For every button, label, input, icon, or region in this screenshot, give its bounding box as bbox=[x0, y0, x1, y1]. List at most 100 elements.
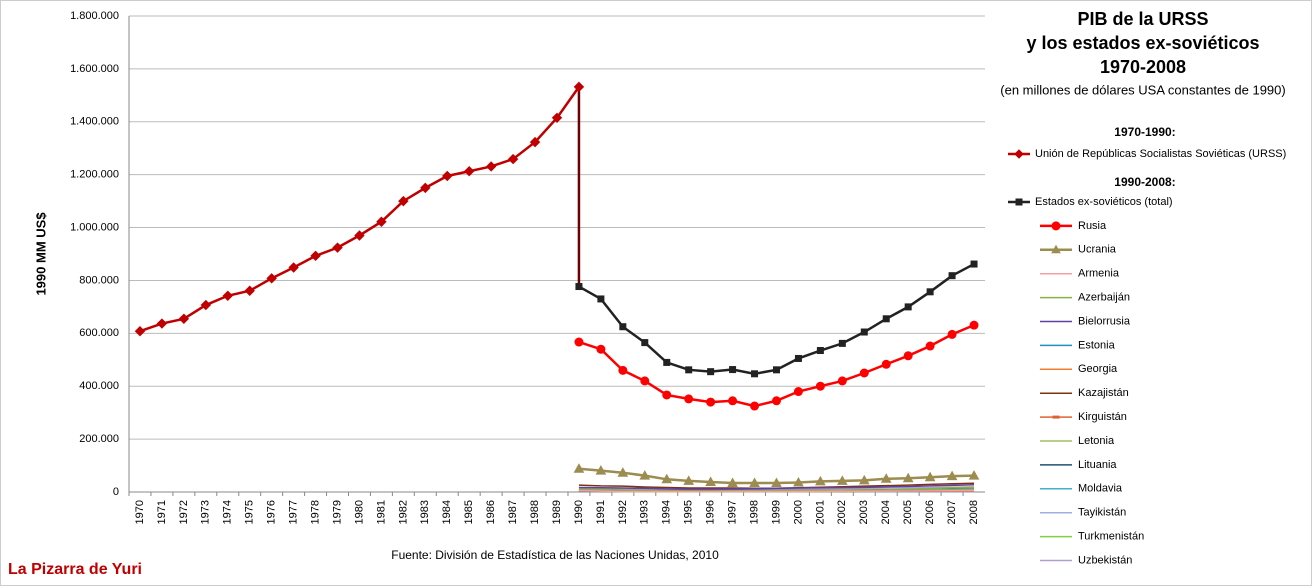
point bbox=[200, 299, 212, 311]
y-tick-label: 400.000 bbox=[79, 380, 119, 392]
x-tick-label: 1994 bbox=[661, 500, 673, 524]
point bbox=[904, 303, 912, 311]
point bbox=[794, 354, 802, 362]
legend-header: 1970-1990: bbox=[1114, 125, 1175, 139]
x-tick-label: 1982 bbox=[397, 500, 409, 524]
brand: La Pizarra de Yuri bbox=[8, 561, 142, 578]
point bbox=[815, 475, 826, 486]
point bbox=[618, 365, 628, 375]
point bbox=[903, 351, 913, 361]
legend-label: Armenia bbox=[1078, 268, 1120, 280]
legend-marker bbox=[1051, 244, 1061, 254]
x-tick-label: 1991 bbox=[595, 500, 607, 524]
x-tick-label: 2008 bbox=[968, 500, 980, 524]
point bbox=[771, 396, 781, 406]
x-tick-label: 1986 bbox=[485, 500, 497, 524]
y-tick-label: 800.000 bbox=[79, 274, 119, 286]
point bbox=[836, 475, 848, 485]
point bbox=[222, 290, 233, 301]
legend-label: Kirguistán bbox=[1078, 411, 1127, 423]
x-tick-label: 1971 bbox=[156, 500, 168, 524]
point bbox=[705, 476, 716, 486]
legend-label: Kazajistán bbox=[1078, 387, 1129, 399]
x-tick-label: 1985 bbox=[463, 500, 475, 524]
x-tick-label: 1981 bbox=[375, 500, 387, 524]
chart-title: y los estados ex-soviéticos bbox=[1026, 33, 1259, 53]
x-tick-label: 1987 bbox=[507, 500, 519, 524]
point bbox=[948, 272, 956, 280]
point bbox=[880, 473, 892, 483]
x-tick-label: 1976 bbox=[266, 500, 278, 524]
x-tick-label: 2003 bbox=[858, 500, 870, 524]
point bbox=[772, 366, 780, 374]
point bbox=[574, 337, 584, 347]
point bbox=[134, 326, 146, 337]
point bbox=[595, 465, 607, 475]
point bbox=[706, 397, 716, 407]
point bbox=[750, 401, 760, 411]
point bbox=[663, 358, 671, 366]
legend-header: 1990-2008: bbox=[1114, 175, 1175, 189]
x-tick-label: 1995 bbox=[683, 500, 695, 524]
legend-label: Azerbaiján bbox=[1078, 292, 1130, 304]
point bbox=[902, 472, 914, 483]
x-tick-label: 2005 bbox=[902, 500, 914, 524]
legend-label: Bielorrusia bbox=[1078, 315, 1131, 327]
point bbox=[683, 475, 695, 485]
x-tick-label: 1993 bbox=[639, 500, 651, 524]
y-axis-label: 1990 MM US$ bbox=[33, 212, 48, 296]
y-tick-label: 1.600.000 bbox=[70, 63, 119, 75]
legend-label: Estonia bbox=[1078, 339, 1116, 351]
series-line bbox=[578, 483, 975, 490]
point bbox=[838, 339, 846, 347]
x-tick-label: 1990 bbox=[573, 500, 585, 524]
point bbox=[266, 273, 277, 284]
x-tick-label: 1999 bbox=[770, 500, 782, 524]
subtitle: (en millones de dólares USA constantes d… bbox=[1000, 82, 1285, 97]
point bbox=[751, 370, 759, 378]
series-line bbox=[578, 486, 975, 492]
x-tick-label: 2002 bbox=[836, 500, 848, 524]
point bbox=[641, 339, 649, 347]
point bbox=[376, 216, 387, 227]
x-tick-label: 1977 bbox=[288, 500, 300, 524]
point bbox=[816, 347, 824, 355]
point bbox=[881, 359, 891, 369]
point bbox=[398, 195, 409, 207]
point bbox=[332, 242, 343, 253]
x-tick-label: 1997 bbox=[726, 500, 738, 524]
x-tick-label: 1979 bbox=[331, 500, 343, 524]
point bbox=[288, 262, 299, 273]
x-tick-label: 1972 bbox=[178, 500, 190, 524]
legend-label: Rusia bbox=[1078, 220, 1107, 232]
x-tick-label: 1974 bbox=[222, 500, 234, 524]
legend-label: Letonia bbox=[1078, 435, 1115, 447]
point bbox=[728, 396, 738, 406]
legend-label: Tayikistán bbox=[1078, 507, 1126, 519]
point bbox=[661, 473, 673, 484]
point bbox=[707, 368, 715, 376]
point bbox=[771, 477, 782, 488]
y-tick-label: 1.200.000 bbox=[70, 169, 119, 181]
point bbox=[354, 230, 365, 241]
point bbox=[507, 153, 519, 165]
point bbox=[970, 260, 978, 268]
x-tick-label: 1970 bbox=[134, 500, 146, 524]
source: Fuente: División de Estadística de las N… bbox=[391, 548, 719, 562]
legend-label: Unión de Repúblicas Socialistas Soviétic… bbox=[1035, 148, 1286, 160]
series-line bbox=[578, 489, 975, 493]
point bbox=[882, 315, 890, 323]
legend-marker bbox=[1015, 198, 1023, 206]
x-tick-label: 1988 bbox=[529, 500, 541, 524]
point bbox=[926, 288, 934, 296]
point bbox=[529, 136, 541, 148]
point bbox=[837, 376, 847, 386]
x-tick-label: 1992 bbox=[617, 500, 629, 524]
point bbox=[442, 170, 453, 182]
x-tick-label: 2004 bbox=[880, 500, 892, 524]
point bbox=[947, 329, 957, 339]
point bbox=[815, 381, 825, 391]
point bbox=[924, 471, 936, 482]
y-tick-label: 200.000 bbox=[79, 433, 119, 445]
